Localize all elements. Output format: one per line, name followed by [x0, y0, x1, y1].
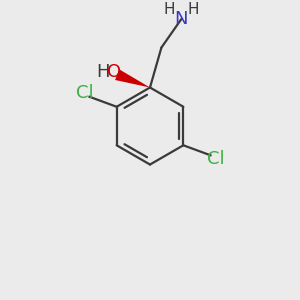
Text: Cl: Cl	[76, 84, 93, 102]
Polygon shape	[115, 69, 150, 88]
Text: Cl: Cl	[207, 150, 224, 168]
Text: H: H	[164, 2, 175, 17]
Text: O: O	[107, 63, 122, 81]
Text: N: N	[175, 10, 188, 28]
Text: H: H	[188, 2, 199, 17]
Text: H: H	[97, 63, 110, 81]
